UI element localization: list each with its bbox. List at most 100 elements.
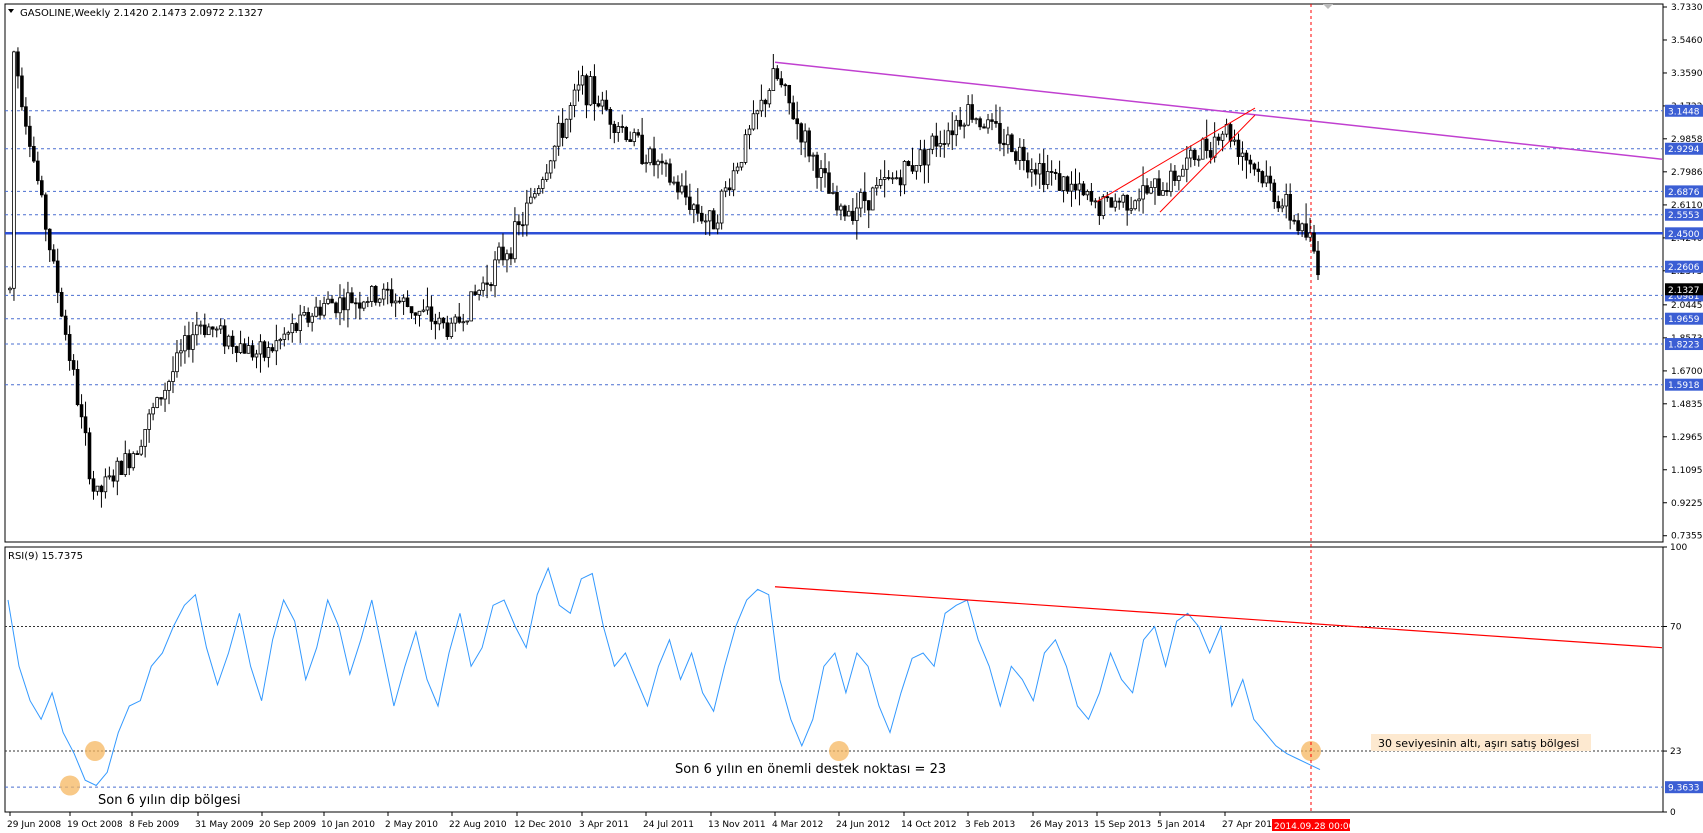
candle-body [373,286,378,303]
time-tick-label: 31 May 2009 [195,820,254,830]
price-axis-label: 1.1095 [1671,466,1703,476]
candle-body [505,253,509,261]
rsi-marker [85,741,105,762]
level-tag [1665,338,1703,351]
candle-body [795,118,799,125]
candle-body [389,289,394,304]
candle-body [1304,223,1308,238]
candle-body [536,188,541,195]
price-axis-label: 3.5460 [1671,36,1703,46]
candle-body [1216,136,1221,141]
level-tag [1665,227,1703,240]
rsi-level-tag-label: 9.3633 [1668,784,1700,794]
rsi-axis-label: 70 [1670,623,1682,633]
candle-body [8,287,12,291]
candle-body [16,51,20,77]
candle-body [1288,193,1292,221]
candle-body [1252,163,1257,170]
candle-body [946,130,951,145]
level-tag-label: 1.9659 [1668,315,1700,325]
candle-body [970,104,974,120]
candle-body [262,341,267,358]
candle-body [338,297,342,314]
rsi-trendline[interactable] [774,586,1663,649]
candle-body [222,325,227,347]
candle-body [958,119,962,127]
candle-body [1312,232,1316,252]
candle-body [139,445,143,455]
candle-body [624,126,629,141]
candle-body [40,180,44,196]
candle-body [75,368,80,406]
candle-body [99,485,104,493]
candle-body [1316,250,1320,276]
candle-body [103,476,108,493]
candle-body [489,284,493,287]
candle-body [978,118,982,128]
channel-lower-line[interactable] [1159,114,1256,213]
level-tag-label: 2.6876 [1668,188,1700,198]
time-tick-label: 4 Mar 2012 [772,820,823,830]
channel-upper-line[interactable] [1096,107,1256,202]
candle-body [183,335,187,352]
candle-body [226,335,231,347]
candle-body [465,320,469,323]
candle-body [942,143,947,145]
candle-body [811,154,815,157]
candle-body [525,202,529,226]
candle-body [199,324,203,327]
candle-body [171,371,175,382]
candle-body [421,309,426,312]
candle-body [67,334,72,361]
candle-body [1220,133,1225,141]
candle-body [1002,142,1006,146]
candle-body [604,99,609,110]
candle-body [982,126,986,129]
candle-body [203,324,207,336]
candle-body [930,135,935,150]
candle-body [672,181,676,184]
candle-body [159,397,163,400]
candle-body [1244,152,1249,161]
candle-body [723,187,728,192]
candle-body [12,51,16,289]
candle-body [1129,208,1133,211]
candle-body [1093,200,1098,203]
resistance-trendline[interactable] [774,61,1663,160]
price-axis-label: 1.2965 [1671,433,1703,443]
candle-body [859,191,863,209]
candle-body [366,301,370,303]
time-axis: 29 Jun 2008 19 Oct 2008 8 Feb 2009 31 May 2… [7,812,1278,830]
level-tag-label: 2.0981 [1668,292,1700,302]
candle-body [851,210,855,221]
candle-body [787,85,792,104]
candle-body [910,165,915,172]
candle-body [1041,163,1046,185]
candle-body [1181,168,1185,177]
price-header-label: GASOLINE,Weekly 2.1420 2.1473 2.0972 2.1… [20,8,263,19]
candle-body [306,312,310,323]
candle-body [413,312,418,316]
candle-body [1276,201,1281,209]
candle-body [592,76,597,105]
candle-body [28,125,32,147]
candle-body [242,343,247,354]
candle-body [751,113,756,130]
candle-body [974,118,978,121]
candle-body [1296,220,1300,232]
scroll-marker-icon [1323,4,1333,9]
header-dropdown-icon[interactable] [8,9,14,13]
candle-body [532,193,537,198]
price-axis-label: 2.6110 [1671,201,1703,211]
candle-body [521,224,525,227]
candle-body [815,154,819,178]
candle-body [1125,194,1129,211]
candle-body [1173,170,1177,181]
time-cursor-tag [1272,819,1350,831]
candle-body [401,297,406,302]
candle-body [1177,175,1181,181]
candle-body [636,132,640,136]
level-tag-label: 2.4500 [1668,230,1700,240]
candle-body [688,196,692,210]
